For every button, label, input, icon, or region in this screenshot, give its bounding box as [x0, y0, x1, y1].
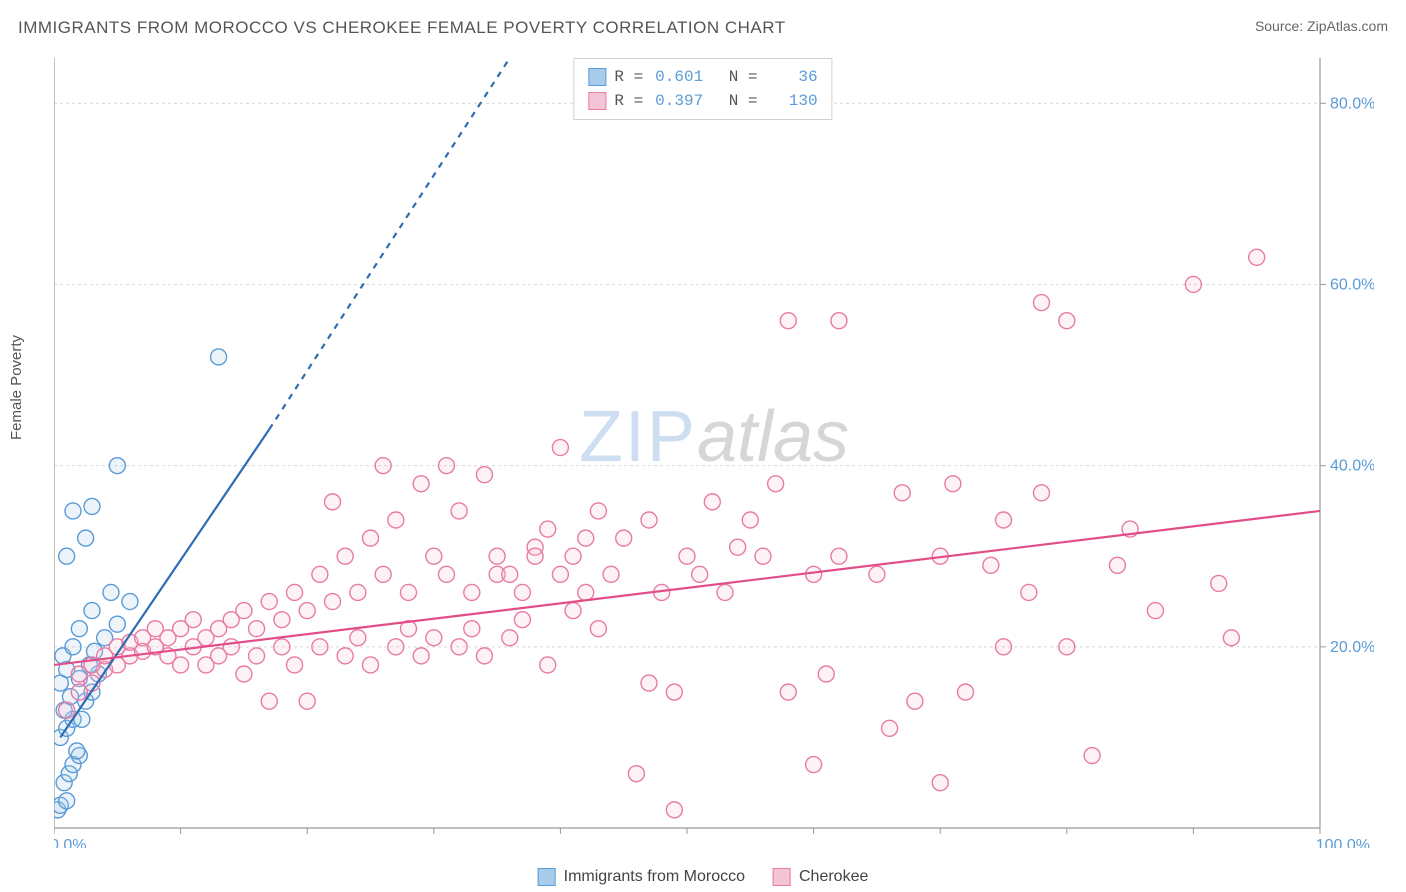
svg-text:0.0%: 0.0%: [54, 837, 86, 848]
r-label: R =: [614, 65, 643, 89]
n-value-cherokee: 130: [766, 89, 818, 113]
scatter-plot-svg: 20.0% 40.0% 60.0% 80.0% 0.0% 100.0%: [54, 58, 1374, 848]
n-label: N =: [729, 65, 758, 89]
svg-text:20.0%: 20.0%: [1330, 639, 1374, 656]
swatch-morocco-bottom: [538, 868, 556, 886]
series-legend: Immigrants from Morocco Cherokee: [538, 868, 869, 886]
correlation-legend: R = 0.601 N = 36 R = 0.397 N = 130: [573, 58, 832, 120]
n-label: N =: [729, 89, 758, 113]
n-value-morocco: 36: [766, 65, 818, 89]
legend-row-morocco: R = 0.601 N = 36: [588, 65, 817, 89]
swatch-cherokee-bottom: [773, 868, 791, 886]
r-value-morocco: 0.601: [651, 65, 703, 89]
legend-item-morocco: Immigrants from Morocco: [538, 868, 745, 886]
r-label: R =: [614, 89, 643, 113]
svg-text:100.0%: 100.0%: [1316, 837, 1370, 848]
r-value-cherokee: 0.397: [651, 89, 703, 113]
svg-text:60.0%: 60.0%: [1330, 276, 1374, 293]
swatch-cherokee: [588, 92, 606, 110]
svg-text:40.0%: 40.0%: [1330, 458, 1374, 475]
swatch-morocco: [588, 68, 606, 86]
chart-title: IMMIGRANTS FROM MOROCCO VS CHEROKEE FEMA…: [18, 18, 786, 37]
chart-area: 20.0%40.0%60.0%80.0%0.0%100.0% ZIPatlas: [54, 58, 1374, 848]
source-attribution: Source: ZipAtlas.com: [1255, 18, 1388, 34]
legend-item-cherokee: Cherokee: [773, 868, 868, 886]
svg-text:80.0%: 80.0%: [1330, 95, 1374, 112]
legend-label-morocco: Immigrants from Morocco: [564, 868, 745, 886]
y-axis-label: Female Poverty: [8, 335, 25, 440]
legend-row-cherokee: R = 0.397 N = 130: [588, 89, 817, 113]
legend-label-cherokee: Cherokee: [799, 868, 868, 886]
